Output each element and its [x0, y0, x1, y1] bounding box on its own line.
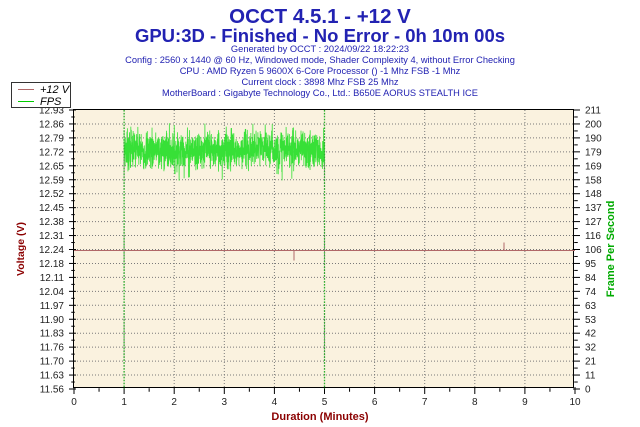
- svg-text:11: 11: [585, 371, 596, 382]
- svg-text:200: 200: [585, 119, 602, 130]
- svg-text:190: 190: [585, 133, 602, 144]
- svg-text:10: 10: [569, 397, 581, 408]
- svg-text:3: 3: [222, 397, 228, 408]
- svg-text:7: 7: [422, 397, 428, 408]
- svg-text:12.86: 12.86: [39, 119, 64, 130]
- svg-text:11.56: 11.56: [40, 385, 65, 396]
- svg-text:84: 84: [585, 273, 597, 284]
- svg-text:21: 21: [585, 357, 597, 368]
- svg-text:42: 42: [585, 329, 597, 340]
- svg-text:116: 116: [585, 231, 601, 242]
- svg-text:5: 5: [322, 397, 328, 408]
- svg-text:12.18: 12.18: [39, 259, 64, 270]
- svg-text:9: 9: [522, 397, 528, 408]
- svg-text:12.24: 12.24: [39, 245, 64, 256]
- svg-text:11.83: 11.83: [40, 329, 65, 340]
- svg-text:2: 2: [171, 397, 177, 408]
- svg-text:8: 8: [472, 397, 478, 408]
- svg-text:32: 32: [585, 343, 597, 354]
- svg-text:12.04: 12.04: [39, 287, 64, 298]
- svg-text:12.45: 12.45: [39, 203, 64, 214]
- svg-text:4: 4: [272, 397, 278, 408]
- svg-text:74: 74: [585, 287, 597, 298]
- svg-text:6: 6: [372, 397, 378, 408]
- svg-text:12.65: 12.65: [39, 161, 64, 172]
- svg-text:148: 148: [585, 189, 602, 200]
- svg-text:179: 179: [585, 147, 602, 158]
- svg-text:137: 137: [585, 203, 602, 214]
- svg-text:211: 211: [585, 106, 601, 117]
- svg-text:11.97: 11.97: [40, 301, 65, 312]
- svg-text:11.76: 11.76: [40, 343, 65, 354]
- svg-text:11.90: 11.90: [40, 315, 65, 326]
- svg-text:53: 53: [585, 315, 597, 326]
- svg-text:12.52: 12.52: [39, 189, 64, 200]
- svg-text:95: 95: [585, 259, 597, 270]
- svg-text:11.70: 11.70: [40, 357, 65, 368]
- svg-text:12.72: 12.72: [39, 147, 64, 158]
- svg-text:12.59: 12.59: [39, 175, 64, 186]
- svg-text:158: 158: [585, 175, 602, 186]
- svg-text:1: 1: [121, 397, 127, 408]
- svg-text:12.79: 12.79: [39, 133, 64, 144]
- svg-text:12.11: 12.11: [40, 273, 65, 284]
- svg-text:12.38: 12.38: [39, 217, 64, 228]
- svg-text:0: 0: [585, 385, 591, 396]
- svg-text:63: 63: [585, 301, 597, 312]
- svg-text:0: 0: [71, 397, 77, 408]
- svg-text:11.63: 11.63: [40, 371, 65, 382]
- svg-text:169: 169: [585, 161, 602, 172]
- svg-text:106: 106: [585, 245, 602, 256]
- svg-text:127: 127: [585, 217, 602, 228]
- svg-text:12.31: 12.31: [39, 231, 64, 242]
